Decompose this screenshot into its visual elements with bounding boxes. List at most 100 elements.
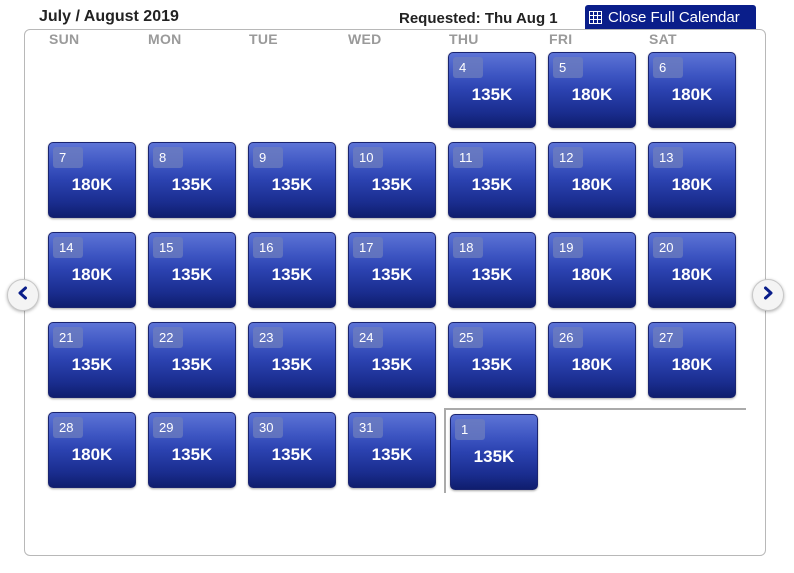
day-number: 16 [253,237,283,258]
day-price: 180K [71,445,113,464]
day-price: 135K [371,355,413,374]
day-cell[interactable]: 16 135K [248,232,336,308]
day-price: 135K [271,445,313,464]
day-price: 180K [671,355,713,374]
day-cell[interactable]: 10 135K [348,142,436,218]
day-header-sat: SAT [649,31,677,47]
day-number: 24 [353,327,383,348]
day-number: 30 [253,417,283,438]
day-cell[interactable]: 23 135K [248,322,336,398]
day-number: 18 [453,237,483,258]
day-cell[interactable]: 26 180K [548,322,636,398]
close-calendar-button[interactable]: Close Full Calendar [585,5,756,29]
day-price: 180K [571,265,613,284]
day-cell[interactable]: 9 135K [248,142,336,218]
day-number: 23 [253,327,283,348]
month-divider [444,408,446,493]
day-cell[interactable]: 7 180K [48,142,136,218]
close-calendar-label: Close Full Calendar [608,8,740,26]
day-price: 135K [471,355,513,374]
day-number: 4 [453,57,483,78]
day-price: 135K [471,85,513,104]
day-cell[interactable]: 27 180K [648,322,736,398]
day-number: 13 [653,147,683,168]
day-number: 9 [253,147,283,168]
day-cell[interactable]: 5 180K [548,52,636,128]
day-cell[interactable]: 18 135K [448,232,536,308]
day-cell[interactable]: 20 180K [648,232,736,308]
day-cell[interactable]: 24 135K [348,322,436,398]
day-number: 15 [153,237,183,258]
day-cell[interactable]: 6 180K [648,52,736,128]
day-number: 20 [653,237,683,258]
day-number: 8 [153,147,183,168]
day-price: 180K [571,85,613,104]
day-number: 21 [53,327,83,348]
calendar-grid-icon [589,10,602,24]
day-number: 14 [53,237,83,258]
day-cell[interactable]: 22 135K [148,322,236,398]
day-number: 7 [53,147,83,168]
day-cell[interactable]: 21 135K [48,322,136,398]
day-number: 22 [153,327,183,348]
day-price: 135K [471,265,513,284]
day-price: 135K [371,445,413,464]
day-price: 180K [571,175,613,194]
day-price: 135K [271,265,313,284]
day-number: 29 [153,417,183,438]
day-header-wed: WED [348,31,382,47]
next-month-button[interactable] [752,279,784,311]
day-header-sun: SUN [49,31,80,47]
day-number: 5 [553,57,583,78]
day-header-mon: MON [148,31,182,47]
day-price: 180K [671,265,713,284]
day-number: 26 [553,327,583,348]
day-cell[interactable]: 4 135K [448,52,536,128]
day-price: 135K [473,447,515,466]
day-cell[interactable]: 8 135K [148,142,236,218]
day-price: 180K [671,85,713,104]
day-header-thu: THU [449,31,479,47]
day-number: 31 [353,417,383,438]
day-cell[interactable]: 14 180K [48,232,136,308]
day-number: 12 [553,147,583,168]
day-number: 11 [453,147,483,168]
day-cell[interactable]: 19 180K [548,232,636,308]
day-cell[interactable]: 25 135K [448,322,536,398]
day-price: 180K [671,175,713,194]
day-price: 180K [571,355,613,374]
requested-date: Requested: Thu Aug 1 [399,10,558,27]
day-cell[interactable]: 12 180K [548,142,636,218]
day-cell[interactable]: 30 135K [248,412,336,488]
month-divider [444,408,746,410]
chevron-left-icon [16,286,30,305]
chevron-right-icon [761,286,775,305]
day-cell[interactable]: 28 180K [48,412,136,488]
day-price: 135K [171,445,213,464]
day-price: 180K [71,175,113,194]
day-number: 17 [353,237,383,258]
day-number: 19 [553,237,583,258]
day-price: 135K [271,175,313,194]
day-cell[interactable]: 13 180K [648,142,736,218]
day-cell[interactable]: 17 135K [348,232,436,308]
day-price: 135K [171,175,213,194]
day-price: 135K [171,265,213,284]
day-cell[interactable]: 29 135K [148,412,236,488]
day-cell[interactable]: 15 135K [148,232,236,308]
day-header-fri: FRI [549,31,573,47]
day-cell-requested[interactable]: 1 135K [450,414,538,490]
day-number: 28 [53,417,83,438]
day-number: 27 [653,327,683,348]
day-number: 25 [453,327,483,348]
day-number: 6 [653,57,683,78]
calendar-title: July / August 2019 [39,8,179,25]
day-cell[interactable]: 31 135K [348,412,436,488]
day-price: 135K [71,355,113,374]
day-price: 135K [371,175,413,194]
day-number: 1 [455,419,485,440]
day-number: 10 [353,147,383,168]
day-cell[interactable]: 11 135K [448,142,536,218]
day-header-tue: TUE [249,31,278,47]
previous-month-button[interactable] [7,279,39,311]
